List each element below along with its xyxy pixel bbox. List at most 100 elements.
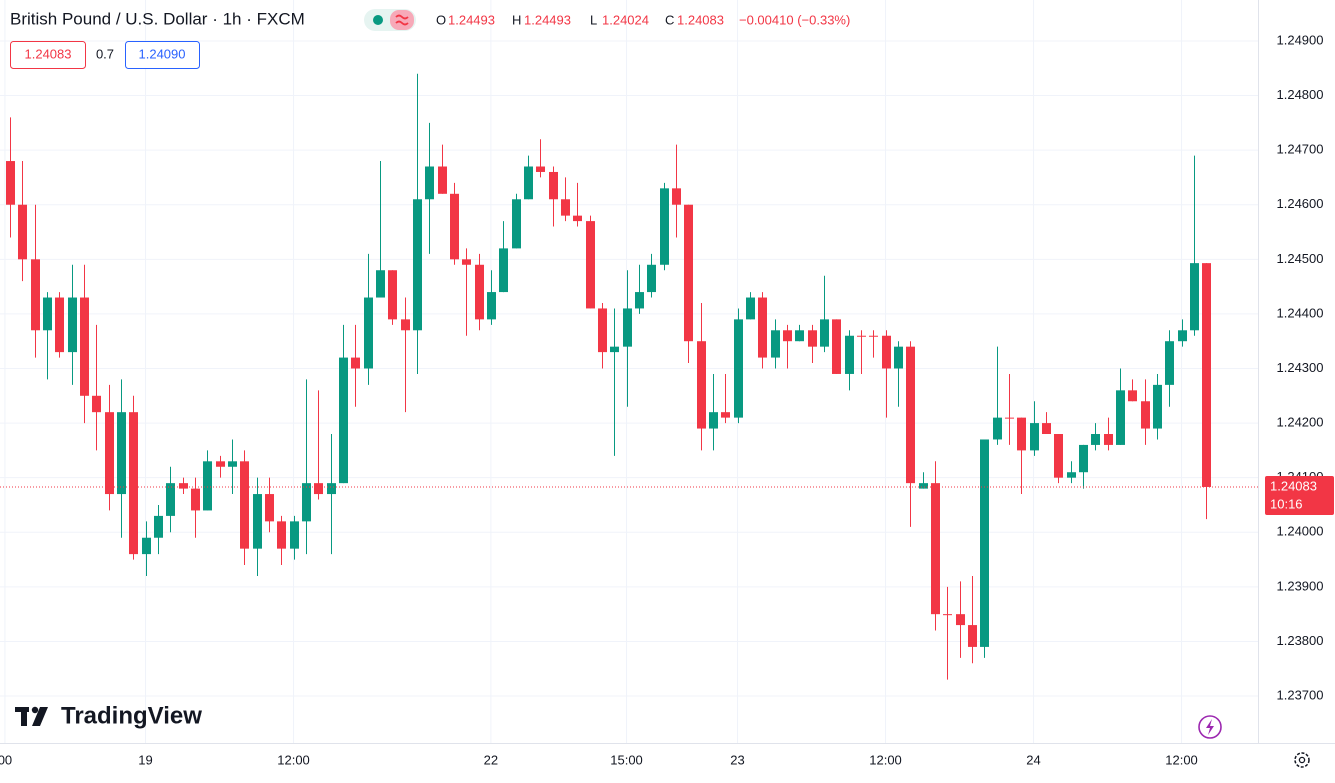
candle-body [1030,423,1039,451]
spread: 0.7 [96,46,114,61]
y-tick-label: 1.24000 [1277,524,1324,539]
candle-body [1178,330,1187,342]
candle-body [105,412,114,495]
candle-body [1190,263,1199,331]
candle-body [832,319,841,374]
candle-body [31,259,40,331]
candle-body [931,483,940,615]
y-tick-label: 1.23800 [1277,633,1324,648]
candle-body [487,292,496,320]
candle-body [425,166,434,200]
x-tick-label: 12:00 [869,752,902,767]
y-tick-label: 1.24400 [1277,305,1324,320]
ohlc-value: 1.24493 [524,12,571,27]
delay-badge [390,10,414,30]
candle-body [1005,417,1014,419]
x-tick-label: 24 [1026,752,1040,767]
candle-body [166,483,175,516]
candle-body [364,297,373,369]
ohlc-value: 1.24493 [448,12,495,27]
y-tick-label: 1.24500 [1277,251,1324,266]
candle-body [438,166,447,194]
candle-body [18,204,27,260]
market-open-dot [373,15,383,25]
candle-body [55,297,64,353]
last-price-label: 1.24083 [1270,478,1317,493]
candle-body [450,193,459,260]
bid-price: 1.24083 [25,46,72,61]
candle-body [783,330,792,342]
y-tick-label: 1.24900 [1277,32,1324,47]
candle-body [92,395,101,413]
candle-body [943,614,952,616]
candle-body [499,248,508,293]
candle-body [1054,434,1063,478]
ohlc-key: H [512,12,521,27]
candle-body [179,483,188,489]
logo-part [32,707,48,726]
settings-icon[interactable] [1294,752,1310,768]
y-tick-label: 1.24300 [1277,360,1324,375]
candle-body [314,483,323,495]
candle-body [795,330,804,342]
candle-body [228,461,237,467]
bid-box[interactable] [10,41,86,69]
candle-body [376,270,385,298]
candle-body [351,357,360,369]
y-tick-label: 1.23700 [1277,687,1324,702]
candle-body [6,161,15,205]
ask-box[interactable] [125,41,200,69]
x-tick-label: 23 [730,752,744,767]
y-tick-label: 1.24600 [1277,196,1324,211]
candle-body [561,199,570,216]
candle-body [635,292,644,309]
candle-body [771,330,780,358]
candle-body [302,483,311,522]
candle-body [290,521,299,549]
ohlc-value: 1.24083 [677,12,724,27]
logo-part [31,706,39,714]
logo-part [21,707,27,726]
candle-body [512,199,521,249]
candle-body [647,264,656,293]
candle-body [388,270,397,320]
candle-body [820,319,829,347]
candle-body [117,412,126,495]
candle-body [573,215,582,222]
candle-body [906,346,915,484]
candle-body [869,335,878,337]
x-tick-label: 12:00 [277,752,310,767]
candle-body [524,166,533,200]
candle-body [857,335,866,337]
candle-body [894,346,903,369]
candle-body [882,335,891,369]
candle-body [265,494,274,522]
candle-body [191,488,200,511]
y-tick-label: 1.24700 [1277,142,1324,157]
symbol-title: British Pound / U.S. Dollar · 1h · FXCM [10,9,305,28]
candle-body [808,330,817,347]
candle-body [549,171,558,200]
candle-body [43,297,52,331]
candle-body [1017,417,1026,451]
ohlc-key: L [590,12,597,27]
candle-body [1067,472,1076,478]
candle-body [968,625,977,647]
candle-body [240,461,249,549]
ohlc-legend: O 1.24493 H 1.24493 L 1.24024 C 1.24083 −0.00410… [436,12,850,27]
candle-body [721,412,730,418]
candle-body [154,515,163,538]
countdown-label: 10:16 [1270,496,1303,511]
candle-body [980,439,989,647]
x-tick-label: 22 [484,752,498,767]
alert-bolt [1206,719,1214,735]
last-price-box [1265,475,1334,515]
candle-body [610,346,619,353]
tv-logo [15,706,48,726]
candle-body [462,259,471,265]
x-tick-label: 15:00 [610,752,643,767]
candle-body [1042,423,1051,435]
y-tick-label: 1.24200 [1277,415,1324,430]
